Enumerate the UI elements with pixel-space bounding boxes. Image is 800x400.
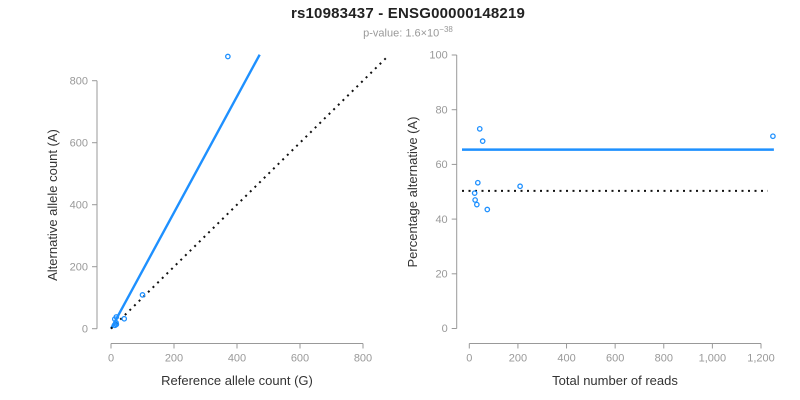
page-title: rs10983437 - ENSG00000148219: [290, 5, 526, 22]
right-xaxis-title: Total number of reads: [552, 373, 678, 388]
pvalue-subtitle: p-value: 1.6×10−38: [8, 25, 800, 40]
pvalue-exponent: −38: [439, 25, 453, 34]
y-tick-label: 20: [435, 269, 447, 281]
right-panel: 0 20 40 60 80 100 0 200 400 600 800 1,000 1,200: [429, 50, 776, 365]
y-tick-label: 800: [70, 75, 88, 87]
left-panel: 0 200 400 600 800 0 200 400 600 800: [70, 53, 389, 365]
left-yaxis-title: Alternative allele count (A): [45, 129, 60, 281]
data-point: [473, 201, 480, 208]
left-xaxis-title: Reference allele count (G): [161, 373, 313, 388]
y-tick-label: 0: [82, 323, 88, 335]
x-tick-label: 600: [606, 353, 624, 365]
data-point: [113, 314, 120, 320]
x-tick-label: 800: [655, 353, 673, 365]
x-tick-label: 1,200: [747, 353, 775, 365]
x-tick-label: 1,000: [699, 353, 727, 365]
identity-line: [110, 55, 389, 330]
y-tick-label: 400: [70, 199, 88, 211]
x-tick-label: 800: [354, 353, 372, 365]
y-tick-label: 80: [435, 104, 447, 116]
x-tick-label: 0: [108, 353, 114, 365]
data-point: [479, 138, 486, 145]
data-point: [113, 321, 120, 328]
data-point: [225, 53, 231, 60]
y-tick-label: 40: [435, 214, 447, 226]
data-point: [770, 133, 776, 140]
data-point: [139, 292, 146, 298]
x-tick-label: 600: [291, 353, 309, 365]
regression-line: [109, 54, 261, 330]
data-point: [474, 179, 481, 186]
y-tick-label: 0: [442, 323, 448, 335]
right-yaxis-title: Percentage alternative (A): [405, 116, 420, 267]
x-tick-label: 400: [557, 353, 575, 365]
x-tick-label: 0: [466, 353, 472, 365]
data-point: [476, 125, 483, 132]
data-point: [484, 206, 491, 213]
pvalue-text: p-value: 1.6×10: [363, 27, 440, 40]
x-tick-label: 200: [509, 353, 527, 365]
y-tick-label: 60: [435, 159, 447, 171]
y-tick-label: 600: [70, 137, 88, 149]
y-tick-label: 200: [70, 261, 88, 273]
data-point: [471, 190, 478, 196]
data-point: [472, 197, 478, 203]
x-tick-label: 200: [165, 353, 183, 365]
data-point: [517, 183, 523, 190]
y-tick-label: 100: [429, 50, 447, 62]
x-tick-label: 400: [228, 353, 246, 365]
data-point: [121, 315, 128, 322]
